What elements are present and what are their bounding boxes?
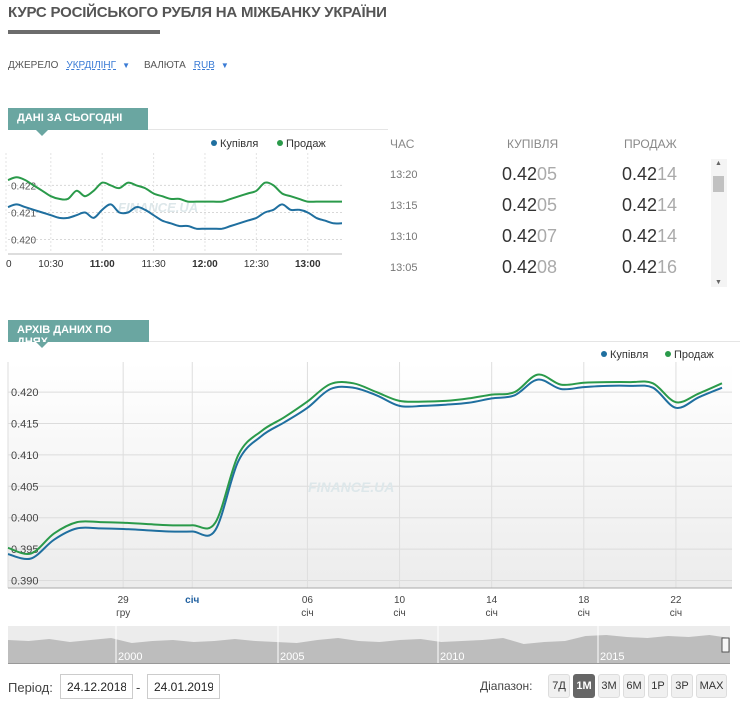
- y-tick-label: 0.410: [11, 450, 39, 462]
- table-row: 13:15 0.4205 0.4214: [388, 192, 728, 222]
- currency-label: ВАЛЮТА: [144, 60, 186, 71]
- date-from-input[interactable]: [60, 674, 133, 699]
- col-header-sell: ПРОДАЖ: [624, 137, 677, 151]
- scroll-up-icon[interactable]: ▲: [715, 160, 722, 167]
- y-tick-label: 0.390: [11, 575, 39, 587]
- row-buy: 0.4208: [502, 257, 557, 278]
- watermark: FINANCE.UA: [308, 479, 394, 495]
- scroll-thumb[interactable]: [713, 176, 724, 192]
- x-tick-label: 0: [6, 259, 12, 270]
- range-3y-button[interactable]: 3Р: [671, 674, 693, 698]
- col-header-buy: КУПІВЛЯ: [507, 137, 558, 151]
- x-tick-month: січ: [393, 608, 405, 619]
- x-tick-label: січ: [185, 595, 199, 606]
- x-tick-month: січ: [578, 608, 590, 619]
- date-separator: -: [136, 680, 140, 695]
- x-tick-label: 10: [394, 595, 406, 606]
- legend-marker: [601, 351, 607, 357]
- legend-label: Продаж: [674, 349, 714, 361]
- x-tick-label: 12:00: [192, 259, 218, 270]
- range-1y-button[interactable]: 1Р: [648, 674, 668, 698]
- today-section-title: ДАНІ ЗА СЬОГОДНІ: [8, 108, 148, 130]
- range-7d-button[interactable]: 7Д: [548, 674, 570, 698]
- currency-dropdown-icon[interactable]: ▼: [221, 61, 229, 70]
- navigator-handle: [722, 638, 729, 652]
- table-row: 13:10 0.4207 0.4214: [388, 223, 728, 253]
- row-buy: 0.4205: [502, 195, 557, 216]
- table-scrollbar[interactable]: ▲ ▼: [711, 159, 727, 287]
- row-sell: 0.4214: [622, 195, 677, 216]
- x-tick-label: 13:00: [295, 259, 321, 270]
- row-sell: 0.4216: [622, 257, 677, 278]
- plot-background: [8, 362, 732, 588]
- legend-label: Продаж: [286, 138, 326, 150]
- range-3m-button[interactable]: 3М: [598, 674, 620, 698]
- row-buy: 0.4207: [502, 226, 557, 247]
- y-tick-label: 0.420: [11, 387, 39, 399]
- x-tick-label: 18: [578, 595, 590, 606]
- row-time: 13:15: [390, 200, 418, 212]
- range-6m-button[interactable]: 6М: [623, 674, 645, 698]
- title-underline: [8, 30, 160, 34]
- intraday-legend: Купівля Продаж: [211, 138, 326, 150]
- intraday-chart: Купівля Продаж 0.422 0.421 0.420 FINANCE.UA 0 1…: [0, 130, 350, 275]
- table-row: 13:05 0.4208 0.4216: [388, 254, 728, 284]
- x-tick-label: 14: [486, 595, 498, 606]
- row-buy: 0.4205: [502, 164, 557, 185]
- legend-label: Купівля: [610, 349, 648, 361]
- range-1m-button[interactable]: 1М: [573, 674, 595, 698]
- x-tick-label: 11:00: [90, 259, 115, 270]
- col-header-time: ЧАС: [390, 137, 414, 151]
- x-tick-label: 06: [302, 595, 314, 606]
- row-sell: 0.4214: [622, 164, 677, 185]
- scroll-down-icon[interactable]: ▼: [715, 279, 722, 286]
- y-tick-label: 0.400: [11, 513, 39, 525]
- x-tick-month: січ: [301, 608, 313, 619]
- archive-chart: Купівля Продаж 0.420 0.415 0.410 0.405 0.400 0.…: [0, 340, 742, 620]
- y-tick-label: 0.422: [11, 181, 36, 192]
- range-label: Діапазон:: [480, 679, 533, 693]
- x-tick-label: 11:30: [141, 259, 166, 270]
- navigator-year-label: 2010: [440, 651, 464, 663]
- y-tick-label: 0.420: [11, 235, 36, 246]
- navigator-year-label: 2005: [280, 651, 304, 663]
- legend-marker: [277, 140, 283, 146]
- x-tick-label: 12:30: [244, 259, 269, 270]
- x-tick-label: 29: [118, 595, 130, 606]
- range-max-button[interactable]: MAX: [696, 674, 727, 698]
- x-tick-month: гру: [116, 608, 130, 619]
- legend-marker: [211, 140, 217, 146]
- y-tick-label: 0.405: [11, 481, 39, 493]
- x-tick-month: січ: [670, 608, 682, 619]
- series-line-sell: [8, 177, 342, 202]
- currency-select[interactable]: RUB: [194, 60, 215, 71]
- y-tick-label: 0.415: [11, 419, 39, 431]
- filters-bar: ДЖЕРЕЛО УКРДІЛІНГ ▼ ВАЛЮТА RUB ▼: [8, 60, 243, 71]
- source-dropdown-icon[interactable]: ▼: [122, 61, 130, 70]
- x-tick-month: січ: [485, 608, 497, 619]
- navigator-year-label: 2000: [118, 651, 142, 663]
- source-label: ДЖЕРЕЛО: [8, 60, 58, 71]
- archive-legend: Купівля Продаж: [601, 349, 714, 361]
- archive-section-title: АРХІВ ДАНИХ ПО ДНЯХ: [8, 320, 149, 342]
- row-time: 13:20: [390, 169, 418, 181]
- legend-label: Купівля: [220, 138, 258, 150]
- range-navigator[interactable]: 2000 2005 2010 2015: [8, 626, 730, 664]
- page-title: КУРС РОСІЙСЬКОГО РУБЛЯ НА МІЖБАНКУ УКРАЇ…: [8, 4, 387, 21]
- x-tick-label: 22: [670, 595, 682, 606]
- source-select[interactable]: УКРДІЛІНГ: [66, 60, 116, 71]
- period-label: Період:: [8, 680, 53, 695]
- date-to-input[interactable]: [147, 674, 220, 699]
- row-sell: 0.4214: [622, 226, 677, 247]
- table-row: 13:20 0.4205 0.4214: [388, 161, 728, 191]
- legend-marker: [665, 351, 671, 357]
- navigator-year-label: 2015: [600, 651, 624, 663]
- row-time: 13:05: [390, 262, 418, 274]
- row-time: 13:10: [390, 231, 418, 243]
- x-tick-label: 10:30: [38, 259, 63, 270]
- watermark: FINANCE.UA: [118, 200, 198, 215]
